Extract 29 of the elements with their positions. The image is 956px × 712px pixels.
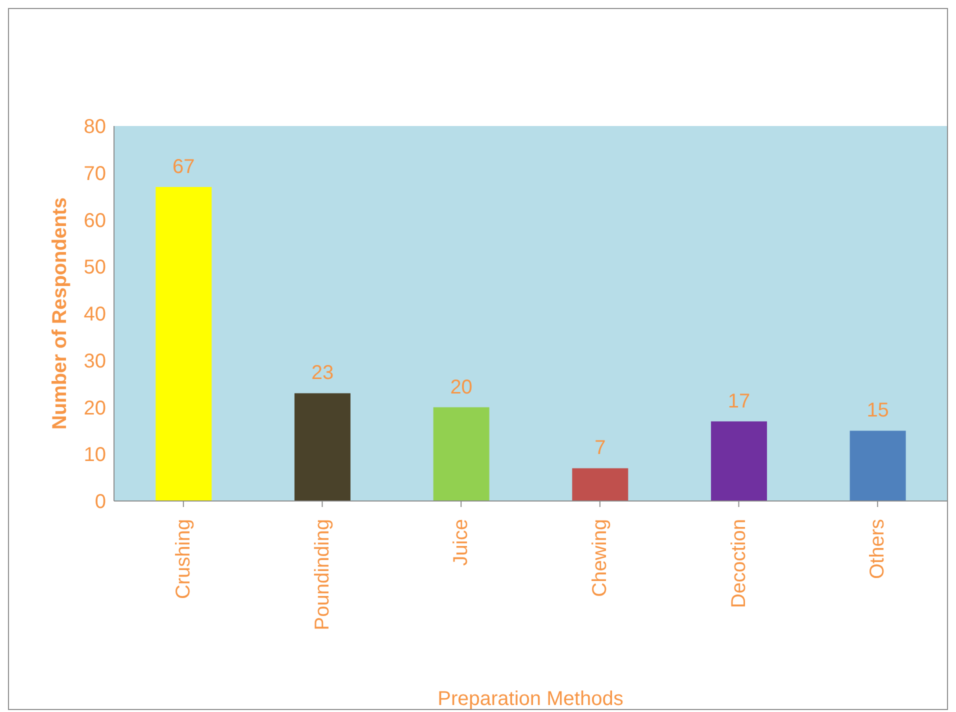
y-tick-label: 70 [84, 162, 106, 185]
y-tick-label: 80 [84, 116, 106, 138]
x-tick-label: Juice [450, 519, 472, 566]
x-tick-label: Poundinding [311, 519, 334, 630]
y-tick-label: 0 [94, 491, 106, 514]
bar [294, 393, 350, 501]
data-label: 15 [866, 400, 889, 422]
data-label: 23 [311, 362, 334, 384]
bar [156, 186, 212, 501]
x-tick-label: Chewing [588, 519, 611, 597]
bar [850, 430, 906, 501]
bar [433, 407, 490, 501]
x-tick-label: Others [866, 519, 889, 580]
data-label: 20 [450, 376, 472, 398]
y-tick-label: 10 [84, 444, 106, 466]
data-label: 67 [172, 156, 195, 178]
x-axis-title: Preparation Methods [438, 688, 624, 710]
data-label: 17 [728, 390, 750, 412]
y-tick-label: 40 [84, 304, 106, 326]
y-tick-label: 60 [84, 210, 106, 232]
x-tick-label: Crushing [172, 519, 194, 600]
y-tick-label: 50 [84, 256, 106, 279]
data-label: 7 [594, 437, 606, 460]
x-tick-label: Decoction [728, 519, 750, 608]
y-axis-title: Number of Respondents [49, 197, 72, 430]
y-tick-label: 20 [84, 397, 106, 420]
bar [710, 421, 767, 501]
y-tick-label: 30 [84, 350, 106, 372]
bar [572, 468, 628, 501]
